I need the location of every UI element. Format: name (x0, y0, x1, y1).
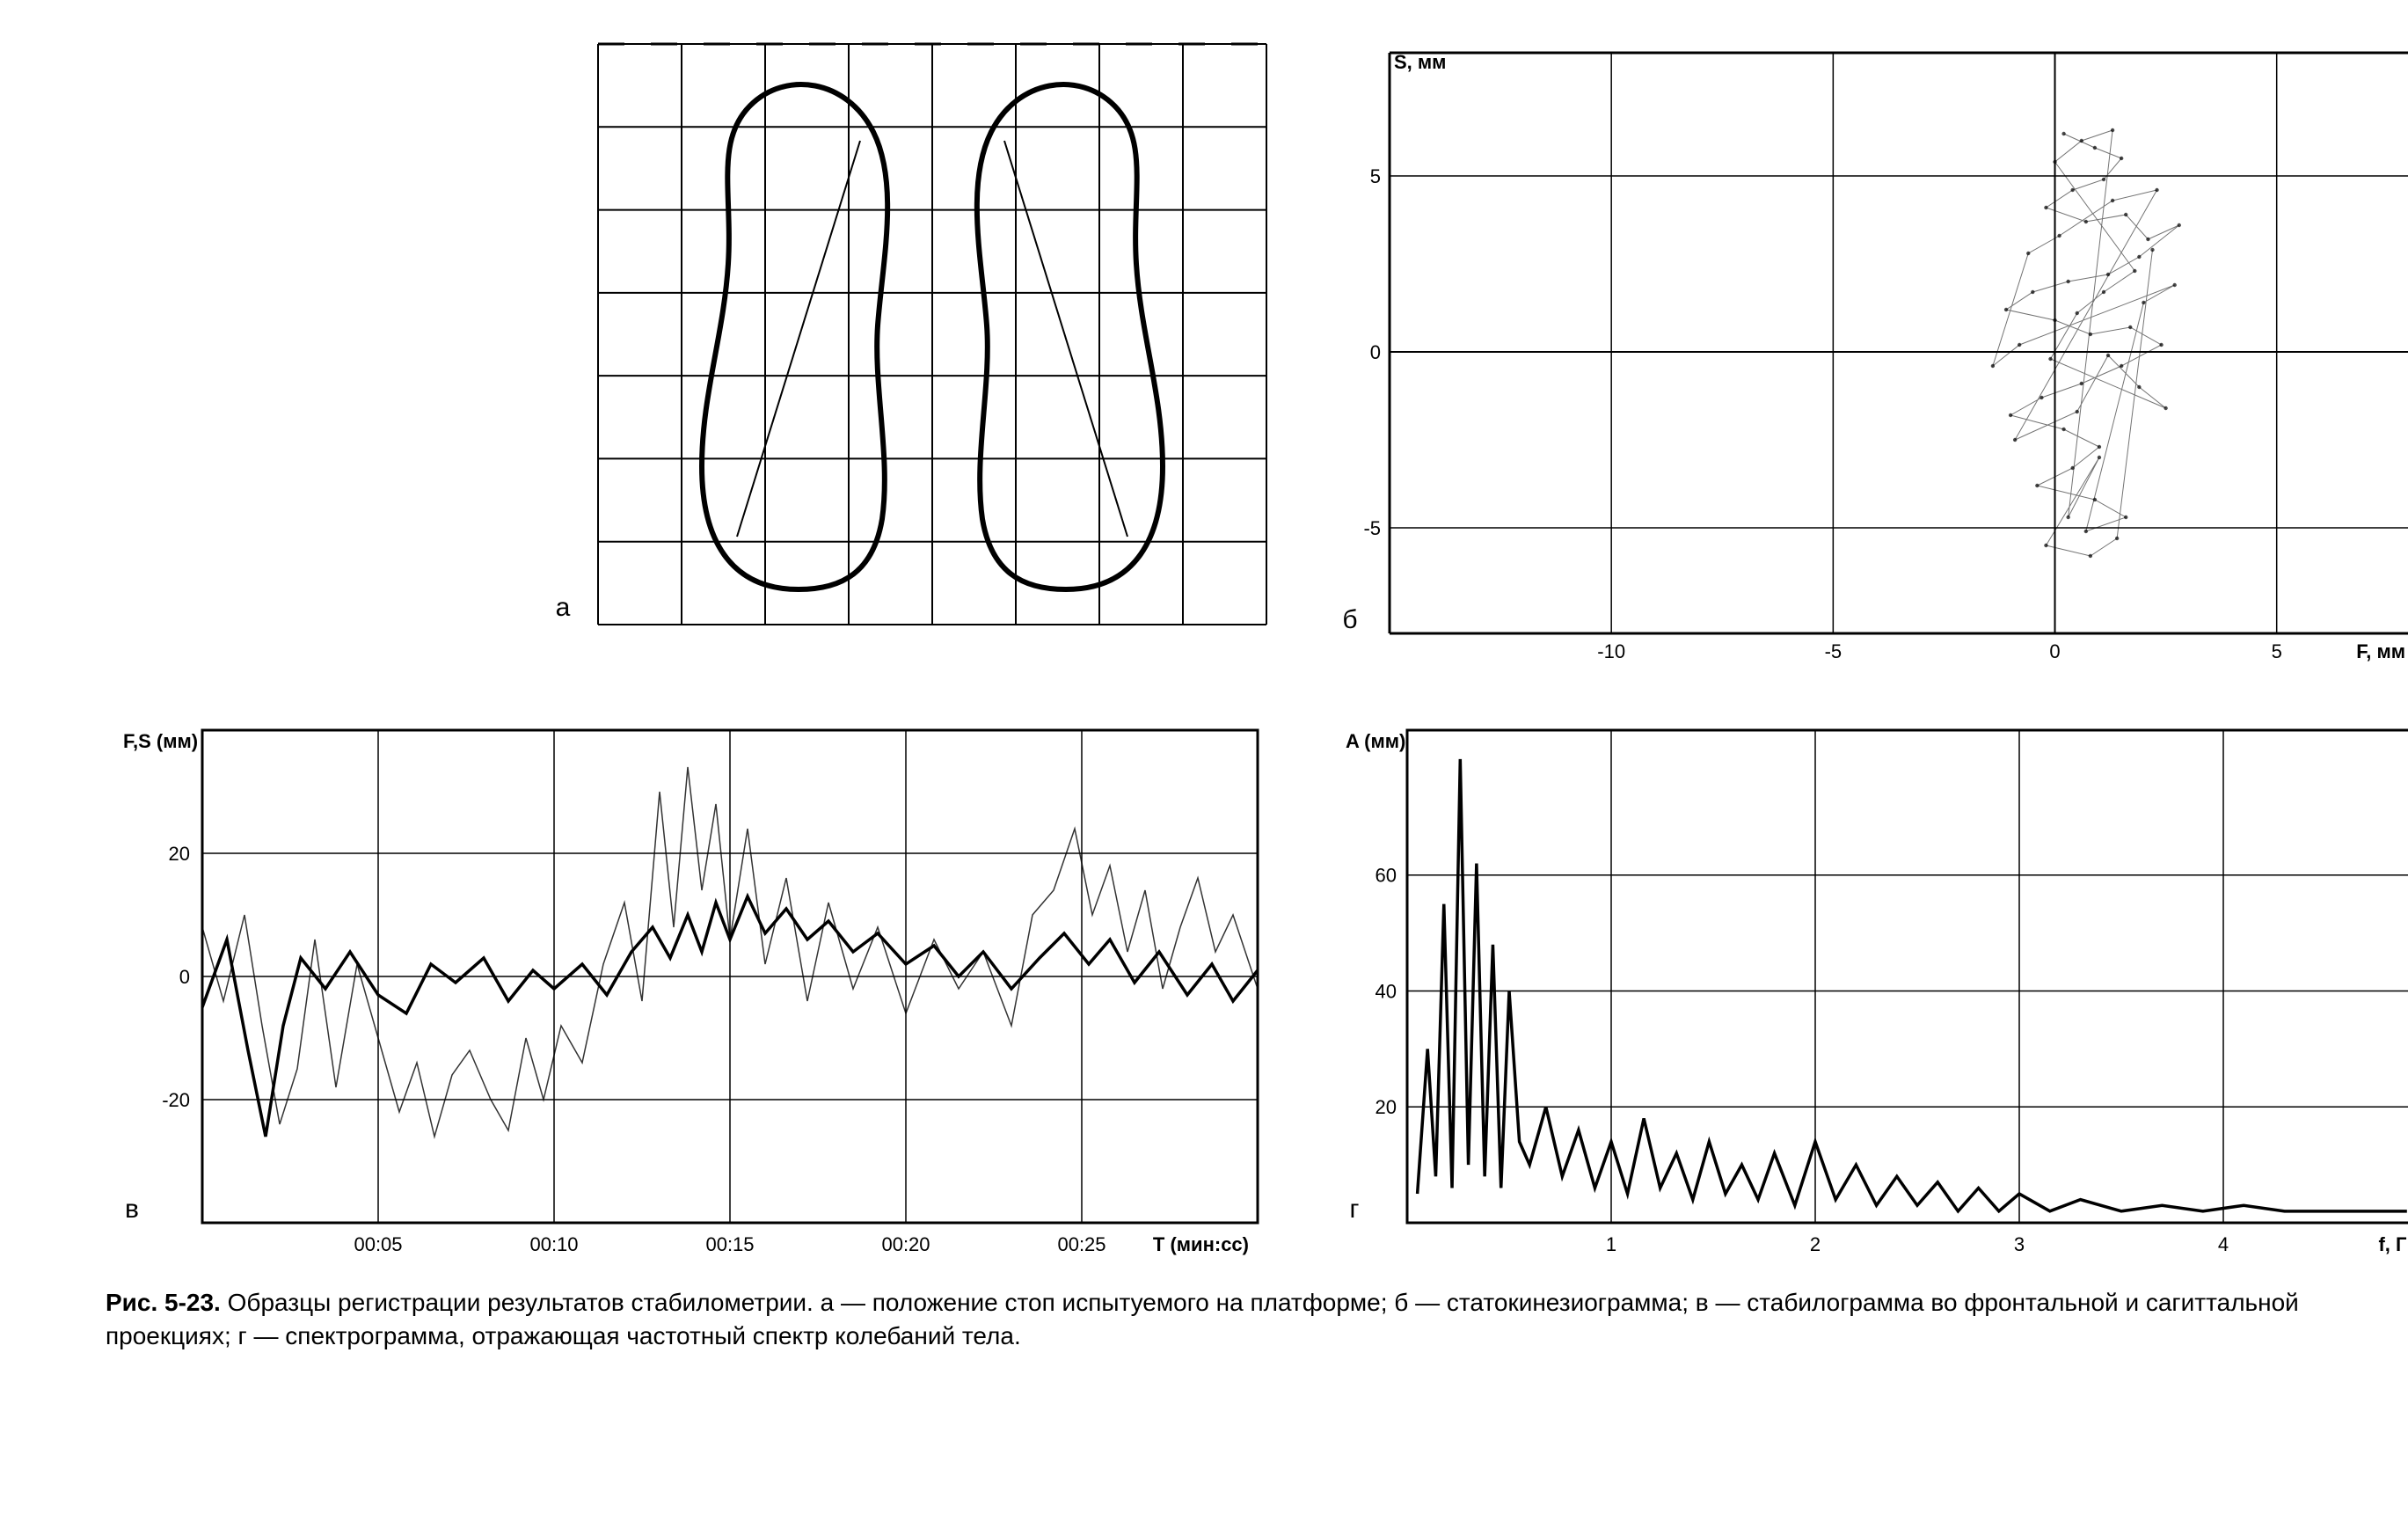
panel-v-svg: -20 0 20 00:05 00:10 00:15 00:20 00:25 F,S (мм) T… (106, 713, 1275, 1276)
svg-text:00:20: 00:20 (881, 1233, 930, 1255)
svg-text:5: 5 (1370, 165, 1381, 187)
svg-text:F,S (мм): F,S (мм) (123, 730, 198, 752)
svg-text:-20: -20 (162, 1089, 190, 1111)
panel-v: -20 0 20 00:05 00:10 00:15 00:20 00:25 F,S (мм) T… (106, 713, 1275, 1276)
svg-text:40: 40 (1375, 980, 1397, 1002)
figure-caption: Рис. 5-23. Образцы регистрации результат… (106, 1286, 2302, 1353)
svg-text:0: 0 (2049, 640, 2060, 662)
svg-text:-5: -5 (1363, 517, 1381, 539)
svg-text:00:25: 00:25 (1057, 1233, 1105, 1255)
svg-text:20: 20 (1375, 1096, 1397, 1118)
panel-b-svg: -5 0 5 -10 -5 0 5 S, мм F, мм б (1328, 35, 2408, 677)
svg-text:5: 5 (2272, 640, 2282, 662)
panel-a: а (536, 35, 1275, 677)
svg-text:г: г (1350, 1195, 1360, 1224)
svg-text:00:05: 00:05 (354, 1233, 402, 1255)
svg-text:б: б (1342, 605, 1357, 634)
svg-text:-5: -5 (1825, 640, 1842, 662)
panel-a-svg: а (536, 35, 1275, 633)
svg-text:00:15: 00:15 (705, 1233, 754, 1255)
svg-text:2: 2 (1810, 1233, 1821, 1255)
panel-grid: а -505-10-505S, ммF, ммб -2002000:0500:1… (106, 35, 2302, 1276)
svg-text:60: 60 (1375, 865, 1397, 887)
svg-text:S, мм: S, мм (1394, 51, 1446, 73)
svg-text:4: 4 (2218, 1233, 2229, 1255)
svg-text:-10: -10 (1597, 640, 1625, 662)
svg-text:0: 0 (179, 966, 190, 988)
svg-text:f, Гц: f, Гц (2378, 1233, 2408, 1255)
svg-text:00:10: 00:10 (529, 1233, 578, 1255)
panel-b: -5 0 5 -10 -5 0 5 S, мм F, мм б (1328, 35, 2408, 677)
svg-text:1: 1 (1606, 1233, 1616, 1255)
svg-text:F, мм: F, мм (2356, 640, 2405, 662)
svg-text:A (мм): A (мм) (1346, 730, 1405, 752)
svg-text:в: в (125, 1195, 139, 1224)
panel-g-svg: 20 40 60 1 2 3 4 A (мм) f, Гц г (1328, 713, 2408, 1276)
svg-text:20: 20 (169, 843, 190, 865)
svg-text:3: 3 (2014, 1233, 2025, 1255)
figure-page: а -5 0 5 -10 -5 0 5 S, мм F, мм б -20 0 20 00:05 00:1… (0, 0, 2408, 1521)
caption-body: Образцы регистрации результатов стабилом… (106, 1289, 2299, 1349)
svg-text:T (мин:сс): T (мин:сс) (1153, 1233, 1249, 1255)
svg-text:а: а (556, 593, 571, 622)
panel-g: 20 40 60 1 2 3 4 A (мм) f, Гц г (1328, 713, 2408, 1276)
caption-lead: Рис. 5-23. (106, 1289, 221, 1316)
svg-text:0: 0 (1370, 341, 1381, 363)
